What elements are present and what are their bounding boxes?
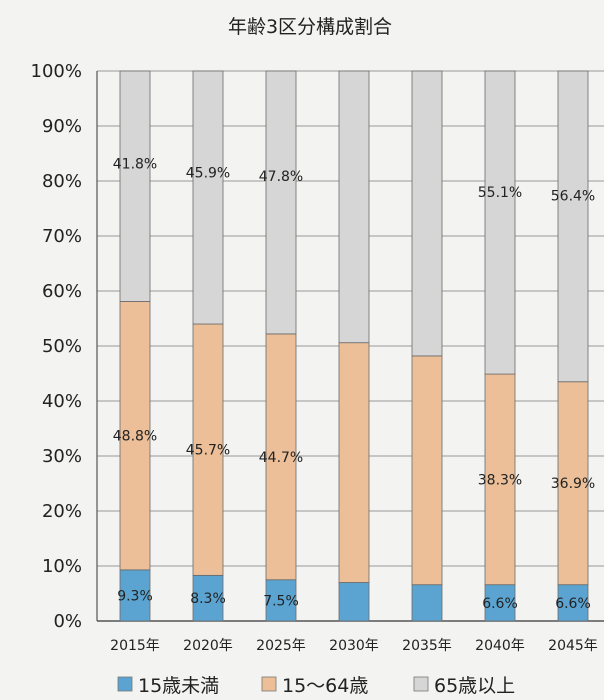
bar-segment bbox=[484, 70, 516, 375]
legend-swatch bbox=[117, 676, 133, 692]
y-tick-labels: 0% 10% 20% 30% 40% 50% 60% 70% 80% 90% 100% bbox=[31, 61, 82, 632]
x-tick-label: 2040年 bbox=[475, 638, 525, 654]
data-label: 41.8% bbox=[113, 157, 157, 173]
data-label: 7.5% bbox=[263, 593, 299, 609]
x-tick-label: 2025年 bbox=[256, 638, 306, 654]
y-tick-label: 100% bbox=[31, 61, 82, 82]
legend: 15歳未満 15～64歳 65歳以上 bbox=[117, 675, 515, 697]
bar-segment bbox=[119, 70, 151, 302]
bar-segment bbox=[411, 70, 443, 357]
bar-segment bbox=[557, 584, 589, 622]
data-label: 47.8% bbox=[259, 169, 303, 185]
y-tick-label: 30% bbox=[42, 446, 82, 467]
data-label: 36.9% bbox=[551, 476, 595, 492]
chart-title: 年齢3区分構成割合 bbox=[228, 16, 392, 38]
y-tick-label: 50% bbox=[42, 336, 82, 357]
x-tick-label: 2035年 bbox=[402, 638, 452, 654]
legend-label: 15～64歳 bbox=[282, 675, 368, 697]
bar-segment bbox=[192, 70, 224, 325]
bars bbox=[119, 70, 589, 622]
data-label: 45.7% bbox=[186, 443, 230, 459]
bar-segment bbox=[484, 373, 516, 586]
bar-segment bbox=[338, 70, 370, 344]
x-tick-label: 2045年 bbox=[548, 638, 598, 654]
x-tick-label: 2030年 bbox=[329, 638, 379, 654]
data-label: 38.3% bbox=[478, 472, 522, 488]
bar-segment bbox=[411, 584, 443, 622]
data-label: 44.7% bbox=[259, 450, 303, 466]
data-labels: 9.3% 48.8% 41.8% 8.3% 45.7% 45.9% 7.5% 44.7% 47.… bbox=[113, 157, 595, 612]
y-tick-label: 80% bbox=[42, 171, 82, 192]
bar-segment bbox=[484, 584, 516, 622]
bar-segment bbox=[265, 70, 297, 335]
bar-segment bbox=[557, 381, 589, 586]
bar-segment bbox=[119, 569, 151, 622]
x-tick-label: 2020年 bbox=[183, 638, 233, 654]
legend-swatch bbox=[413, 676, 429, 692]
y-tick-label: 60% bbox=[42, 281, 82, 302]
y-tick-label: 40% bbox=[42, 391, 82, 412]
data-label: 9.3% bbox=[117, 588, 153, 604]
bar-segment bbox=[265, 333, 297, 581]
bar-segment bbox=[265, 579, 297, 622]
y-tick-label: 70% bbox=[42, 226, 82, 247]
y-tick-label: 0% bbox=[53, 611, 82, 632]
data-label: 8.3% bbox=[190, 591, 226, 607]
y-tick-label: 20% bbox=[42, 501, 82, 522]
x-tick-label: 2015年 bbox=[110, 638, 160, 654]
y-tick-label: 10% bbox=[42, 556, 82, 577]
legend-label: 15歳未満 bbox=[138, 675, 219, 697]
legend-label: 65歳以上 bbox=[434, 675, 515, 697]
legend-swatch bbox=[261, 676, 277, 692]
y-tick-label: 90% bbox=[42, 116, 82, 137]
bar-segment bbox=[557, 70, 589, 383]
bar-segment bbox=[411, 355, 443, 586]
data-label: 6.6% bbox=[555, 596, 591, 612]
bar-segment bbox=[338, 582, 370, 622]
data-label: 45.9% bbox=[186, 166, 230, 182]
data-label: 48.8% bbox=[113, 429, 157, 445]
data-label: 55.1% bbox=[478, 185, 522, 201]
x-tick-labels: 2015年 2020年 2025年 2030年 2035年 2040年 2045年 bbox=[110, 638, 598, 654]
bar-segment bbox=[192, 323, 224, 576]
bar-segment bbox=[338, 342, 370, 583]
data-label: 6.6% bbox=[482, 596, 518, 612]
data-label: 56.4% bbox=[551, 189, 595, 205]
